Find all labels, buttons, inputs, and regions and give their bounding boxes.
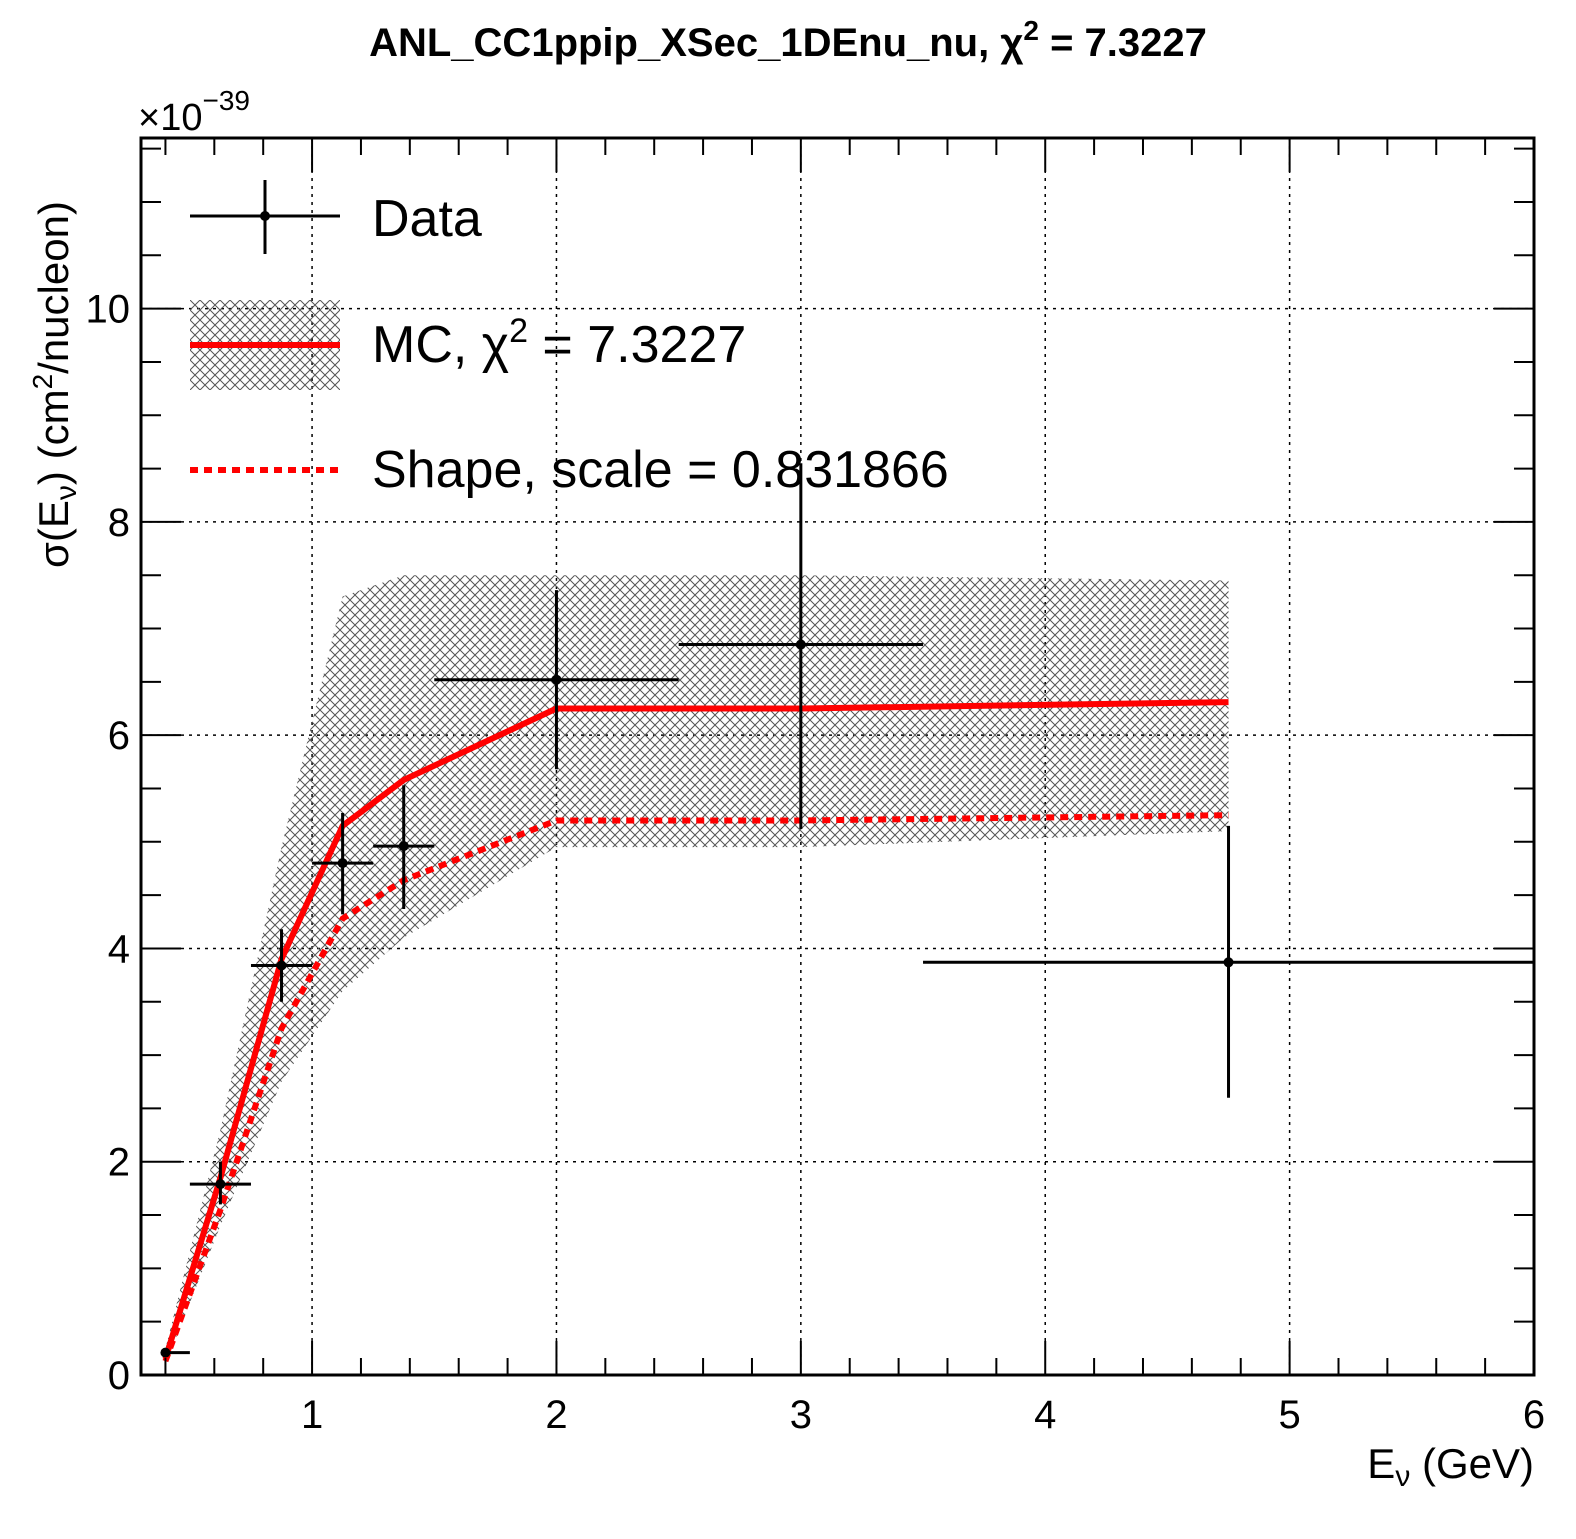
- data-marker: [160, 1347, 171, 1358]
- mc-line: [162, 699, 1229, 1360]
- y-tick-label: 0: [108, 1354, 130, 1398]
- data-point: [923, 825, 1534, 1098]
- axis-ticks: [141, 138, 1535, 1376]
- plot-frame: [139, 136, 1536, 1377]
- data-marker: [551, 674, 562, 685]
- chart-title: ANL_CC1ppip_XSec_1DEnu_nu, χ2 = 7.3227: [369, 15, 1207, 65]
- x-tick-label: 6: [1523, 1393, 1545, 1437]
- mc-band-area: [165, 575, 1229, 1365]
- y-tick-label: 8: [108, 501, 130, 545]
- data-point: [189, 1161, 251, 1205]
- data-point: [312, 813, 374, 915]
- data-point: [373, 785, 435, 909]
- y-axis-label: σ(Eν) (cm2/nucleon): [27, 201, 83, 568]
- data-points: [160, 463, 1534, 1358]
- data-point: [250, 929, 313, 1002]
- mc-line-group: [162, 699, 1229, 1360]
- y-tick-label: 6: [108, 714, 130, 758]
- legend-mc-marker: [190, 300, 340, 390]
- x-tick-label: 3: [790, 1393, 812, 1437]
- data-marker: [215, 1179, 226, 1190]
- data-marker: [337, 858, 348, 869]
- mc-uncertainty-band: [165, 575, 1229, 1365]
- legend-data-label: Data: [372, 190, 482, 248]
- legend-data-marker: [190, 180, 340, 254]
- data-marker: [398, 841, 409, 852]
- y-tick-label: 2: [108, 1141, 130, 1185]
- data-marker: [276, 960, 287, 971]
- y-multiplier: ×10−39: [138, 85, 250, 139]
- data-marker: [1223, 957, 1234, 968]
- data-point: [160, 1347, 190, 1358]
- legend: Data MC, χ2 = 7.3227 Shape, scale = 0.83…: [190, 180, 949, 499]
- data-marker: [795, 639, 806, 650]
- tick-labels: 1 2 3 4 5 6 0 2 4 6 8 10: [86, 288, 1546, 1437]
- data-point: [434, 590, 679, 770]
- legend-shape-label: Shape, scale = 0.831866: [372, 441, 949, 499]
- shape-line: [162, 812, 1229, 1363]
- data-point: [678, 463, 924, 830]
- x-tick-label: 5: [1278, 1393, 1300, 1437]
- x-tick-label: 2: [545, 1393, 567, 1437]
- legend-mc-label: MC, χ2 = 7.3227: [372, 312, 746, 374]
- shape-line-group: [162, 812, 1229, 1363]
- x-axis-label: Eν (GeV): [1367, 1440, 1534, 1493]
- y-tick-label: 4: [108, 927, 130, 971]
- x-tick-label: 4: [1034, 1393, 1056, 1437]
- y-tick-label: 10: [86, 288, 131, 332]
- x-tick-label: 1: [301, 1393, 323, 1437]
